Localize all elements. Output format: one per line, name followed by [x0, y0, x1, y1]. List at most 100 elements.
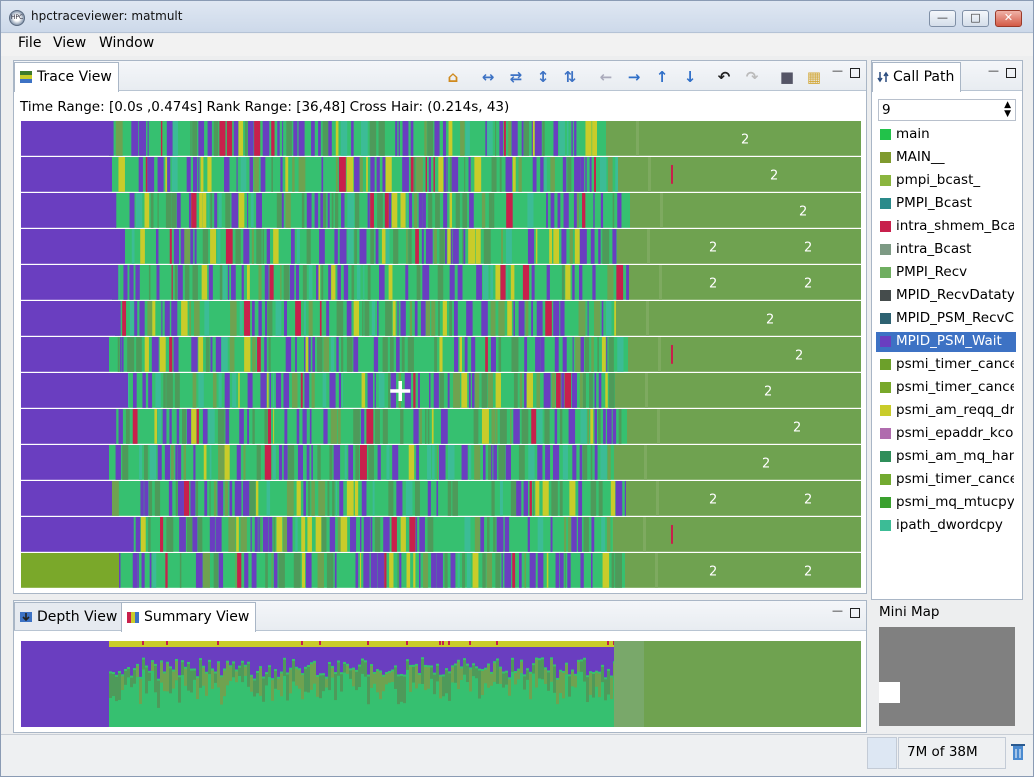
call-path-item[interactable]: psmi_am_reqq_drain [878, 401, 1014, 421]
trace-segment [284, 409, 288, 444]
trace-segment [264, 409, 268, 444]
tab-summary-view[interactable]: Summary View [121, 602, 257, 632]
call-path-item[interactable]: psmi_mq_mtucpy [878, 493, 1014, 513]
call-path-item-label: pmpi_bcast_ [896, 172, 981, 188]
trace-row-label: 2 [804, 492, 812, 507]
summary-segment [412, 647, 415, 665]
trace-segment [437, 265, 444, 300]
home-icon[interactable]: ⌂ [447, 68, 459, 86]
callpath-minimize-icon[interactable]: — [988, 64, 999, 77]
mini-map-canvas[interactable] [879, 627, 1015, 726]
trace-segment [630, 193, 861, 228]
summary-segment [262, 647, 265, 677]
undo-icon[interactable]: ↶ [717, 68, 731, 86]
trash-icon[interactable] [1011, 743, 1025, 761]
summary-segment [217, 641, 220, 651]
call-path-item[interactable]: MPID_PSM_Wait [876, 332, 1016, 352]
expand-horizontal-icon[interactable]: ↔ [481, 68, 495, 86]
trace-segment [236, 445, 241, 480]
trace-segment [350, 517, 357, 552]
trace-segment [582, 445, 588, 480]
redo-icon[interactable]: ↷ [745, 68, 759, 86]
call-path-item[interactable]: MPID_PSM_RecvComplete [878, 309, 1014, 329]
trace-segment [495, 265, 501, 300]
menu-file[interactable]: File [18, 35, 42, 51]
summary-segment [553, 666, 556, 693]
trace-segment [198, 121, 205, 156]
trace-segment [283, 265, 290, 300]
summary-minimize-icon[interactable]: — [832, 604, 843, 617]
trace-segment [454, 337, 459, 372]
save-icon[interactable]: ■ [779, 68, 795, 86]
open-folder-icon[interactable]: ▦ [806, 68, 822, 86]
trace-maximize-icon[interactable] [850, 68, 860, 78]
trace-segment [238, 193, 245, 228]
call-path-item[interactable]: MAIN__ [878, 148, 1014, 168]
trace-segment [224, 373, 230, 408]
trace-segment [399, 553, 402, 588]
shrink-vertical-icon[interactable]: ⇅ [563, 68, 577, 86]
arrow-right-icon[interactable]: → [627, 68, 641, 86]
trace-segment [513, 373, 518, 408]
summary-segment [142, 641, 145, 650]
summary-segment [301, 641, 303, 645]
callpath-maximize-icon[interactable] [1006, 68, 1016, 78]
mini-map-viewport[interactable] [879, 682, 900, 703]
menu-window[interactable]: Window [99, 35, 155, 51]
call-path-item[interactable]: intra_Bcast [878, 240, 1014, 260]
spinner-arrows-icon[interactable]: ▲ ▼ [1004, 100, 1011, 119]
tab-trace-view[interactable]: Trace View [14, 62, 119, 92]
depth-spinner[interactable]: 9 ▲ ▼ [878, 99, 1016, 121]
tab-depth-view-label: Depth View [37, 609, 118, 625]
summary-canvas[interactable] [21, 641, 861, 727]
call-path-item[interactable]: psmi_am_mq_handler [878, 447, 1014, 467]
trace-segment [550, 517, 553, 552]
summary-segment [412, 641, 415, 650]
menu-view[interactable]: View [53, 35, 87, 51]
arrow-left-icon[interactable]: ← [599, 68, 613, 86]
trace-segment [306, 193, 312, 228]
trace-segment [578, 301, 586, 336]
trace-segment [355, 553, 359, 588]
close-button[interactable]: ✕ [995, 10, 1022, 27]
summary-segment [316, 647, 319, 675]
expand-vertical-icon[interactable]: ↕ [536, 68, 550, 86]
trace-segment [384, 553, 387, 588]
summary-maximize-icon[interactable] [850, 608, 860, 618]
call-path-item[interactable]: psmi_timer_cancel [878, 355, 1014, 375]
tab-depth-view[interactable]: Depth View [14, 602, 125, 630]
trace-segment [210, 337, 213, 372]
call-path-item[interactable]: intra_shmem_Bcast [878, 217, 1014, 237]
summary-segment [217, 641, 219, 645]
arrow-up-icon[interactable]: ↑ [655, 68, 669, 86]
call-path-item[interactable]: PMPI_Recv [878, 263, 1014, 283]
summary-segment [601, 647, 604, 665]
trace-segment [491, 409, 496, 444]
trace-segment [660, 193, 663, 228]
call-path-item-label: main [896, 126, 930, 142]
call-path-item[interactable]: main [878, 125, 1014, 145]
trace-segment [579, 445, 583, 480]
call-path-item[interactable]: ipath_dwordcpy [878, 516, 1014, 536]
call-path-item[interactable]: PMPI_Bcast [878, 194, 1014, 214]
tab-call-path[interactable]: Call Path [872, 62, 962, 92]
call-path-item[interactable]: psmi_timer_cancel [878, 470, 1014, 490]
summary-segment [610, 647, 613, 676]
trace-segment [598, 481, 603, 516]
trace-segment [202, 409, 208, 444]
trace-segment [545, 445, 551, 480]
call-path-item-label: intra_shmem_Bcast [896, 218, 1014, 234]
trace-segment [510, 481, 517, 516]
call-path-item[interactable]: MPID_RecvDatatype [878, 286, 1014, 306]
maximize-button[interactable]: □ [962, 10, 989, 27]
trace-segment [409, 301, 413, 336]
minimize-button[interactable]: — [929, 10, 956, 27]
summary-segment [127, 669, 130, 678]
arrow-down-icon[interactable]: ↓ [683, 68, 697, 86]
trace-minimize-icon[interactable]: — [832, 64, 843, 77]
call-path-item[interactable]: pmpi_bcast_ [878, 171, 1014, 191]
shrink-horizontal-icon[interactable]: ⇄ [509, 68, 523, 86]
call-path-item[interactable]: psmi_epaddr_kcopy [878, 424, 1014, 444]
call-path-item[interactable]: psmi_timer_cancel [878, 378, 1014, 398]
